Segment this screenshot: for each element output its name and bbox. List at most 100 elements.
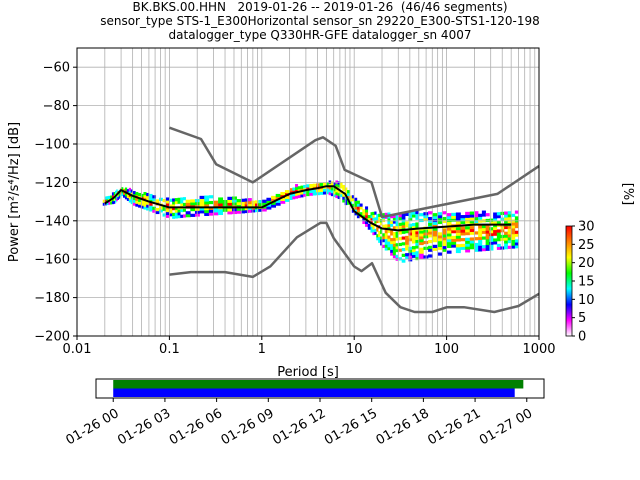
density-cell [326, 188, 329, 192]
density-cell [455, 229, 461, 233]
density-cell [146, 195, 150, 200]
density-cell [465, 226, 471, 230]
density-cell [140, 199, 144, 203]
density-cell [185, 202, 191, 206]
density-cell [335, 194, 338, 199]
density-cell [261, 202, 267, 206]
density-cell [511, 233, 516, 238]
density-cell [114, 190, 117, 194]
density-cell [465, 237, 471, 241]
density-cell [387, 212, 391, 216]
density-cell [143, 206, 147, 210]
density-cell [140, 205, 144, 209]
density-cell [316, 189, 320, 193]
density-cell [116, 195, 118, 199]
density-cell [411, 240, 416, 244]
density-cell [172, 212, 176, 216]
density-cell [372, 226, 375, 230]
density-cell [305, 184, 310, 188]
density-cell [344, 187, 348, 191]
density-cell [182, 208, 186, 212]
density-cell [405, 235, 409, 240]
density-cell [152, 206, 157, 210]
density-cell [392, 234, 396, 239]
density-cell [322, 188, 327, 192]
density-cell [382, 213, 386, 217]
density-cell [208, 209, 214, 213]
density-cell [478, 245, 483, 249]
density-cell [174, 209, 178, 213]
density-cell [474, 214, 479, 218]
density-cell [493, 212, 498, 216]
density-cell [130, 200, 133, 205]
density-cell [330, 181, 334, 185]
density-cell [418, 233, 424, 237]
density-cell [365, 206, 369, 210]
density-cell [428, 222, 433, 226]
density-cell [446, 213, 452, 217]
density-cell [401, 236, 406, 240]
density-cell [437, 252, 443, 256]
density-cell [146, 207, 150, 211]
density-cell [303, 193, 307, 197]
density-cell [398, 231, 403, 235]
density-cell [232, 210, 237, 215]
density-cell [330, 192, 334, 197]
density-cell [408, 232, 413, 236]
density-cell [408, 226, 413, 230]
density-cell [401, 242, 406, 246]
density-cell [432, 227, 438, 231]
density-cell [384, 244, 388, 248]
density-cell [244, 209, 249, 214]
density-cell [372, 232, 375, 236]
density-cell [437, 235, 443, 239]
density-cell [146, 192, 150, 197]
density-cell [428, 254, 433, 258]
density-cell [469, 225, 475, 230]
density-cell [514, 216, 519, 220]
density-cell [460, 243, 466, 248]
density-cell [180, 208, 184, 213]
density-cell [395, 225, 399, 230]
density-cell [446, 250, 452, 254]
density-cell [126, 194, 130, 199]
density-cell [474, 219, 479, 224]
colorbar-tick-label: 10 [578, 293, 595, 308]
density-cell [446, 221, 452, 225]
density-cell [405, 256, 409, 260]
density-cell [339, 182, 343, 186]
x-tick-label: 100 [434, 342, 459, 357]
density-cell [451, 241, 457, 245]
density-cell [165, 203, 170, 207]
density-cell [382, 239, 386, 243]
density-cell [365, 212, 369, 216]
density-cell [309, 192, 314, 196]
density-cell [493, 215, 498, 219]
density-cell [390, 249, 394, 253]
density-cell [356, 203, 360, 207]
density-cell [365, 209, 369, 213]
density-cell [390, 240, 394, 245]
density-cell [405, 241, 409, 245]
density-cell [292, 193, 296, 197]
density-cell [372, 211, 375, 216]
density-cell [204, 209, 210, 214]
density-cell [172, 207, 176, 211]
density-cell [496, 215, 501, 219]
density-cell [335, 189, 338, 193]
density-cell [405, 224, 409, 228]
density-cell [401, 259, 406, 263]
density-cell [507, 225, 512, 229]
density-cell [342, 199, 345, 203]
density-cell [395, 254, 399, 258]
density-cell [432, 221, 438, 225]
density-cell [244, 204, 249, 208]
density-cell [326, 182, 329, 186]
density-cell [469, 211, 475, 215]
density-cell [401, 253, 406, 257]
density-cell [359, 206, 363, 210]
density-cell [182, 197, 186, 201]
density-cell [266, 203, 272, 207]
density-cell [121, 187, 124, 191]
density-cell [339, 185, 343, 189]
